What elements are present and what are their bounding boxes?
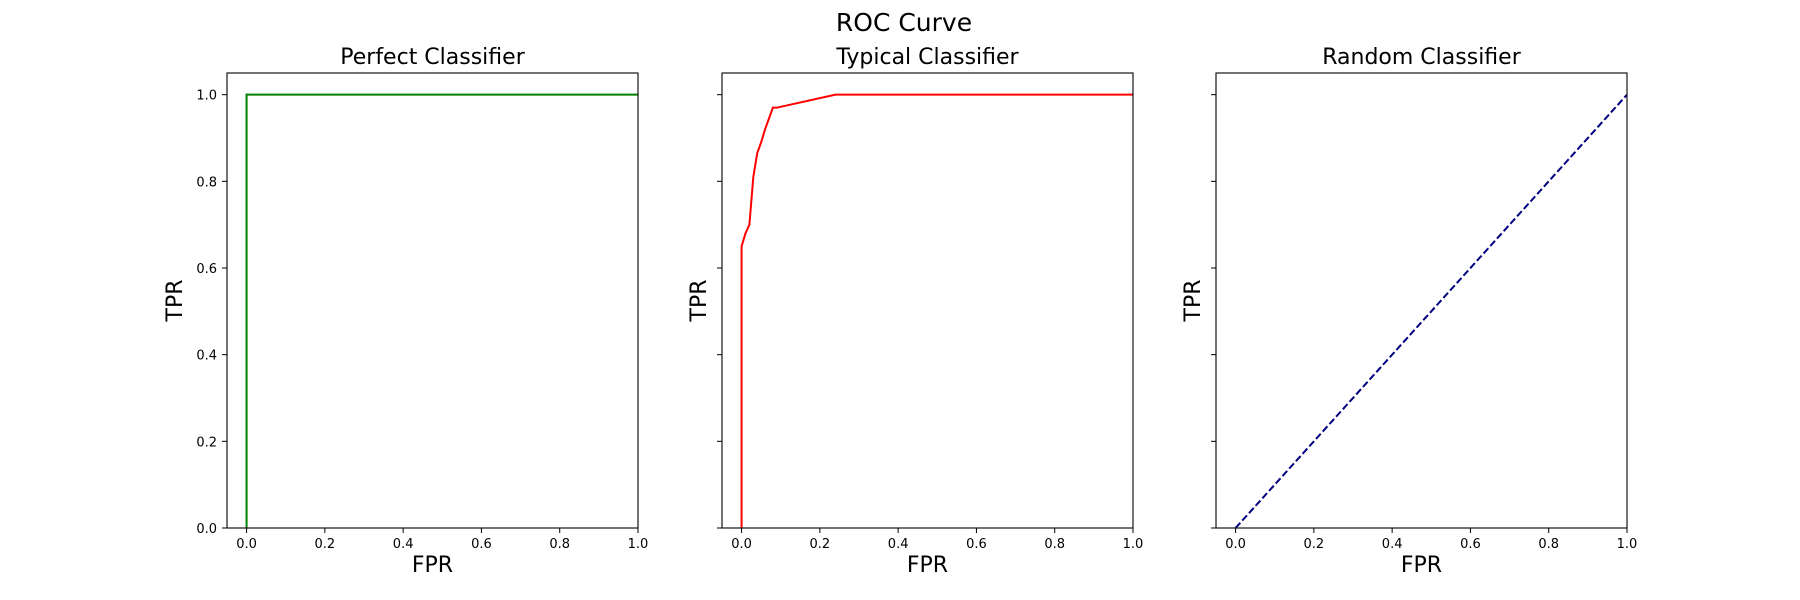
subplots: Perfect Classifier 0.0 0.2 0.4 0.6 0.8 1.0 0.0 0…: [163, 45, 1637, 578]
typical-xtick-label: 1.0: [1123, 537, 1144, 552]
perfect-ytick-label: 0.2: [196, 435, 217, 450]
perfect-axes-frame: [226, 72, 639, 529]
typical-y-axis-label: TPR: [687, 280, 712, 323]
random-x-axis-label: FPR: [1401, 553, 1442, 578]
perfect-xtick-label: 0.8: [549, 537, 570, 552]
random-xtick-label: 1.0: [1617, 537, 1638, 552]
random-xtick-label: 0.8: [1538, 537, 1559, 552]
subplot-perfect: Perfect Classifier 0.0 0.2 0.4 0.6 0.8 1.0 0.0 0…: [163, 45, 648, 578]
perfect-ytick-label: 0.4: [196, 349, 217, 364]
perfect-xtick-label: 0.4: [393, 537, 414, 552]
perfect-xtick-label: 0.6: [471, 537, 492, 552]
random-roc-line: [1234, 93, 1627, 528]
subplot-typical: Typical Classifier 0.0 0.2 0.4 0.6 0.8 1.0 FPR T…: [687, 45, 1143, 578]
perfect-ytick-label: 0.0: [196, 522, 217, 537]
random-axes-frame: [1215, 72, 1628, 529]
subplot-random: Random Classifier 0.0 0.2 0.4 0.6 0.8 1.0 FPR TP…: [1181, 45, 1637, 578]
random-xtick-label: 0.6: [1460, 537, 1481, 552]
typical-roc-line: [740, 93, 1133, 528]
typical-xtick-label: 0.2: [810, 537, 831, 552]
typical-xtick-label: 0.4: [888, 537, 909, 552]
typical-axes-frame: [721, 72, 1134, 529]
perfect-xtick-label: 0.0: [236, 537, 257, 552]
random-xtick-label: 0.0: [1225, 537, 1246, 552]
perfect-xtick-label: 0.2: [315, 537, 336, 552]
random-y-axis-label: TPR: [1181, 280, 1206, 323]
typical-xtick-label: 0.8: [1044, 537, 1065, 552]
perfect-y-axis-label: TPR: [163, 280, 188, 323]
typical-xtick-label: 0.6: [966, 537, 987, 552]
random-xtick-label: 0.4: [1382, 537, 1403, 552]
typical-x-axis-label: FPR: [907, 553, 948, 578]
perfect-xtick-label: 1.0: [628, 537, 649, 552]
random-subplot-title: Random Classifier: [1322, 45, 1521, 70]
perfect-x-axis-label: FPR: [412, 553, 453, 578]
typical-subplot-title: Typical Classifier: [835, 45, 1019, 70]
perfect-ytick-label: 0.6: [196, 262, 217, 277]
typical-xtick-label: 0.0: [731, 537, 752, 552]
figure-title: ROC Curve: [836, 8, 972, 37]
perfect-ytick-label: 0.8: [196, 175, 217, 190]
perfect-subplot-title: Perfect Classifier: [340, 45, 525, 70]
perfect-ytick-label: 1.0: [196, 89, 217, 104]
perfect-roc-line: [245, 93, 638, 528]
random-xtick-label: 0.2: [1304, 537, 1325, 552]
